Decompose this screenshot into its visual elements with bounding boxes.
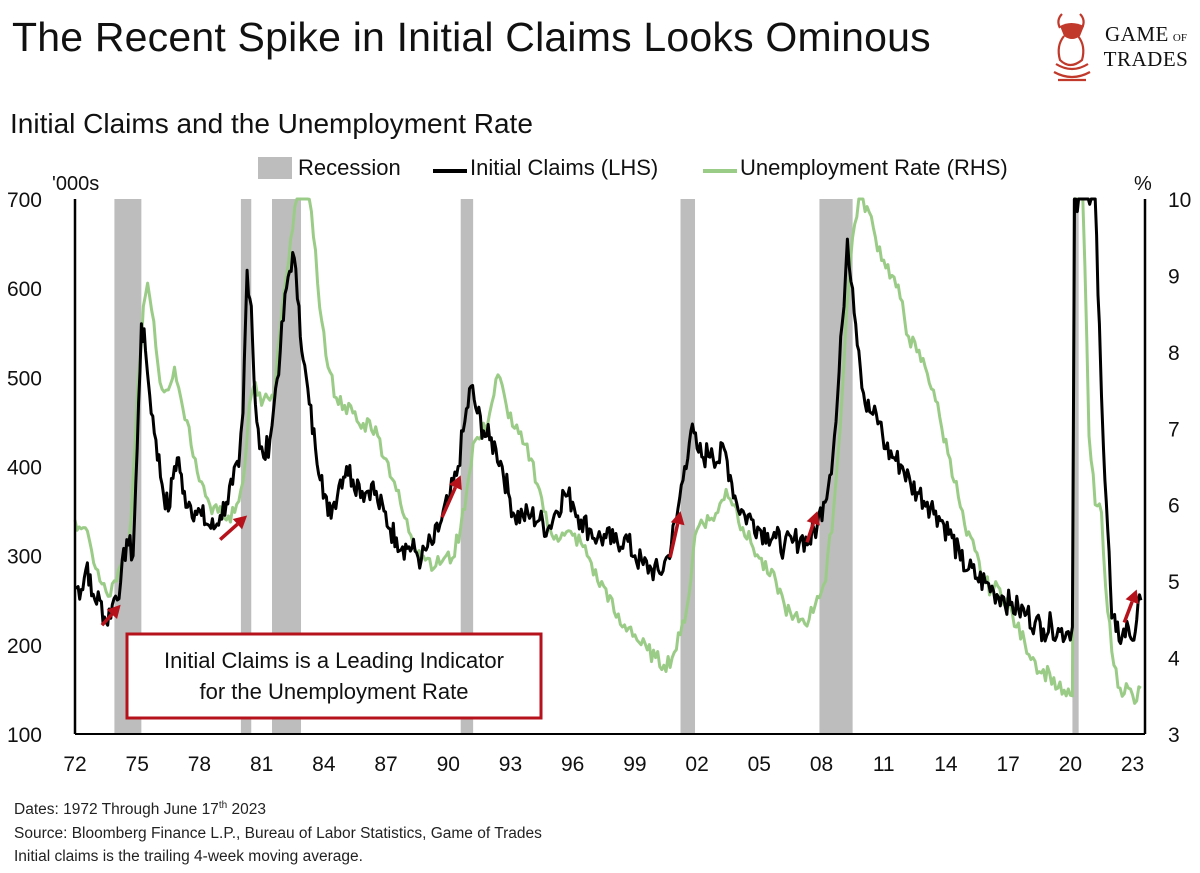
y-right-tick-9: 9 — [1168, 265, 1180, 288]
x-tick-87: 87 — [374, 753, 397, 776]
logo-text: GAME OF TRADES — [1100, 24, 1192, 70]
unemployment-rate-line — [73, 197, 1142, 705]
y-left-tick-700: 700 — [7, 189, 42, 212]
recession-band-7 — [1072, 199, 1079, 734]
y-right-tick-3: 3 — [1168, 724, 1180, 747]
y-right-tick-8: 8 — [1168, 342, 1180, 365]
annotation-arrows — [100, 475, 1139, 627]
y-left-tick-200: 200 — [7, 635, 42, 658]
logo-word-of: OF — [1172, 32, 1187, 44]
legend-label-recession: Recession — [298, 155, 401, 180]
y-left-tick-600: 600 — [7, 278, 42, 301]
x-tick-05: 05 — [748, 753, 771, 776]
page-title: The Recent Spike in Initial Claims Looks… — [12, 14, 931, 60]
annotation-arrow-5 — [805, 511, 820, 543]
y-right-tick-labels: 3 4 5 6 7 8 9 10 — [1168, 189, 1191, 747]
y-right-tick-6: 6 — [1168, 495, 1180, 518]
annotation-arrow-2 — [218, 515, 248, 541]
annotation-arrow-6 — [1122, 589, 1139, 624]
annotation-box-frame — [125, 632, 543, 720]
chart-footer: Dates: 1972 Through June 17th 2023 Sourc… — [14, 794, 542, 869]
y-left-tick-100: 100 — [7, 724, 42, 747]
x-tick-11: 11 — [873, 753, 895, 776]
recession-band-4 — [460, 199, 474, 734]
x-tick-93: 93 — [499, 753, 522, 776]
legend-swatch-recession — [258, 157, 292, 179]
annotation-arrow-3 — [440, 475, 462, 519]
legend: Recession Initial Claims (LHS) Unemploym… — [258, 155, 1008, 180]
legend-label-unemployment: Unemployment Rate (RHS) — [740, 155, 1008, 180]
footer-source: Source: Bloomberg Finance L.P., Bureau o… — [14, 824, 542, 842]
x-tick-08: 08 — [810, 753, 833, 776]
y-left-tick-400: 400 — [7, 457, 42, 480]
plot-area — [73, 197, 1143, 705]
y-right-tick-7: 7 — [1168, 418, 1180, 441]
bull-logo-icon — [1053, 13, 1091, 82]
x-tick-17: 17 — [996, 753, 1019, 776]
y-right-unit-label: % — [1134, 173, 1152, 195]
x-tick-75: 75 — [126, 753, 149, 776]
y-left-tick-labels: 100 200 300 400 500 600 700 — [7, 189, 42, 747]
annotation-text-line1: Initial Claims is a Leading Indicator — [164, 648, 504, 673]
y-right-tick-10: 10 — [1168, 189, 1191, 212]
annotation-arrow-4 — [668, 511, 685, 558]
x-tick-14: 14 — [934, 753, 958, 776]
footer-note: Initial claims is the trailing 4-week mo… — [14, 848, 363, 866]
legend-label-claims: Initial Claims (LHS) — [470, 155, 658, 180]
y-right-tick-4: 4 — [1168, 648, 1180, 671]
x-tick-78: 78 — [188, 753, 211, 776]
logo-word-game: GAME — [1105, 22, 1169, 46]
x-tick-84: 84 — [312, 753, 336, 776]
annotation-text-line2: for the Unemployment Rate — [199, 679, 468, 704]
y-left-tick-300: 300 — [7, 546, 42, 569]
annotation-box: Initial Claims is a Leading Indicator fo… — [125, 632, 543, 720]
x-tick-90: 90 — [437, 753, 460, 776]
y-left-tick-500: 500 — [7, 367, 42, 390]
x-tick-20: 20 — [1059, 753, 1082, 776]
footer-dates: Dates: 1972 Through June 17th 2023 — [14, 800, 266, 819]
initial-claims-line — [74, 197, 1143, 645]
y-right-tick-5: 5 — [1168, 571, 1180, 594]
annotation-arrow-1 — [100, 604, 121, 627]
x-tick-72: 72 — [63, 753, 86, 776]
y-left-unit-label: '000s — [52, 173, 99, 195]
x-tick-labels: 72 75 78 81 84 87 90 93 96 99 02 05 08 11 14 17 20 23 — [63, 753, 1144, 776]
logo-word-trades: TRADES — [1103, 47, 1189, 71]
chart-title: Initial Claims and the Unemployment Rate — [10, 108, 533, 139]
x-tick-99: 99 — [623, 753, 646, 776]
x-tick-81: 81 — [250, 753, 273, 776]
x-tick-96: 96 — [561, 753, 584, 776]
x-tick-02: 02 — [685, 753, 708, 776]
x-tick-23: 23 — [1121, 753, 1144, 776]
